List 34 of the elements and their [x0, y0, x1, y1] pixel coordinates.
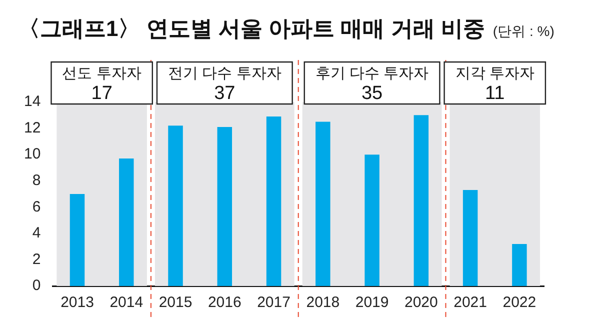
bar [70, 194, 85, 286]
x-tick-label: 2015 [158, 294, 192, 312]
x-tick-label: 2019 [355, 294, 389, 312]
y-tick-label: 12 [24, 119, 41, 136]
bar [364, 154, 380, 286]
bar [316, 122, 330, 286]
band-label: 후기 다수 투자자 35 [315, 65, 429, 104]
x-tick-label: 2013 [60, 294, 94, 312]
band-label: 지각 투자자 11 [455, 65, 534, 104]
x-tick-label: 2016 [208, 294, 242, 312]
bar [119, 158, 134, 286]
x-tick-label: 2017 [257, 294, 290, 312]
band-label: 선도 투자자 17 [62, 65, 142, 104]
band-label: 전기 다수 투자자 37 [168, 65, 282, 104]
y-tick-label: 10 [24, 146, 41, 163]
y-tick-label: 6 [32, 198, 41, 216]
bar [266, 116, 282, 286]
x-tick-label: 2018 [306, 294, 340, 312]
y-tick-label: 8 [32, 172, 41, 189]
chart-subtitle: (단위 : %) [492, 23, 554, 41]
chart-title: 〈그래프1〉 연도별 서울 아파트 매매 거래 비중 [18, 15, 485, 43]
x-tick-label: 2020 [404, 294, 438, 312]
bar [414, 115, 429, 286]
bar [462, 190, 478, 286]
x-tick-label: 2021 [454, 294, 487, 312]
x-tick-label: 2014 [110, 294, 144, 312]
y-tick-label: 4 [32, 224, 41, 242]
y-tick-label: 14 [24, 93, 41, 110]
y-tick-label: 0 [32, 277, 41, 294]
bar [168, 126, 183, 286]
y-tick-label: 2 [32, 250, 41, 268]
x-tick-label: 2022 [502, 294, 536, 312]
bar [512, 244, 527, 286]
bar [217, 126, 232, 286]
